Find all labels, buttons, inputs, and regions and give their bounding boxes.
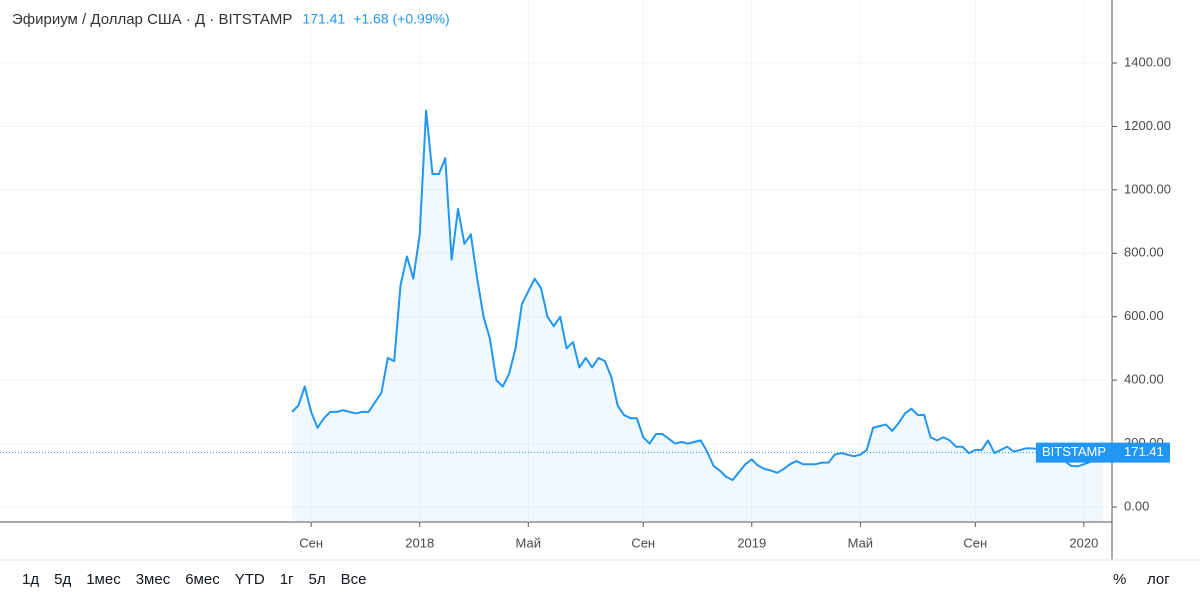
range-button[interactable]: Все [341, 571, 367, 588]
x-tick-label: Май [516, 535, 541, 550]
x-tick-label: 2020 [1069, 535, 1098, 550]
price-line [291, 109, 1104, 482]
range-button[interactable]: 6мес [185, 571, 220, 588]
x-tick-label: Сен [963, 535, 987, 550]
x-tick-label: Сен [299, 535, 323, 550]
range-button[interactable]: 5д [54, 571, 71, 588]
range-button[interactable]: 1мес [86, 571, 121, 588]
y-tick-label: 1200.00 [1124, 118, 1171, 133]
x-tick-label: 2018 [405, 535, 434, 550]
x-tick-label: Сен [631, 535, 655, 550]
toggle-button[interactable]: лог [1147, 571, 1170, 588]
price-name-label: BITSTAMP [1042, 444, 1106, 459]
range-button[interactable]: 3мес [136, 571, 171, 588]
y-tick-label: 600.00 [1124, 308, 1164, 323]
price-change: +1.68 (+0.99%) [353, 11, 450, 27]
range-button[interactable]: 1г [280, 571, 294, 588]
x-tick-label: 2019 [737, 535, 766, 550]
price-box-label: 171.41 [1124, 444, 1164, 459]
chart-title: Эфириум / Доллар США · Д · BITSTAMP [12, 11, 292, 28]
range-button[interactable]: YTD [235, 571, 265, 588]
y-tick-label: 1400.00 [1124, 54, 1171, 69]
x-tick-label: Май [848, 535, 873, 550]
area [292, 110, 1103, 522]
toggle-button[interactable]: % [1113, 571, 1126, 588]
y-tick-label: 400.00 [1124, 372, 1164, 387]
y-tick-label: 800.00 [1124, 245, 1164, 260]
range-button[interactable]: 5л [309, 571, 326, 588]
y-tick-label: 0.00 [1124, 498, 1149, 513]
last-price: 171.41 [302, 11, 345, 27]
price-box [1112, 442, 1170, 463]
price-name-box [1036, 442, 1112, 463]
range-button[interactable]: 1д [22, 571, 39, 588]
y-tick-label: 1000.00 [1124, 181, 1171, 196]
